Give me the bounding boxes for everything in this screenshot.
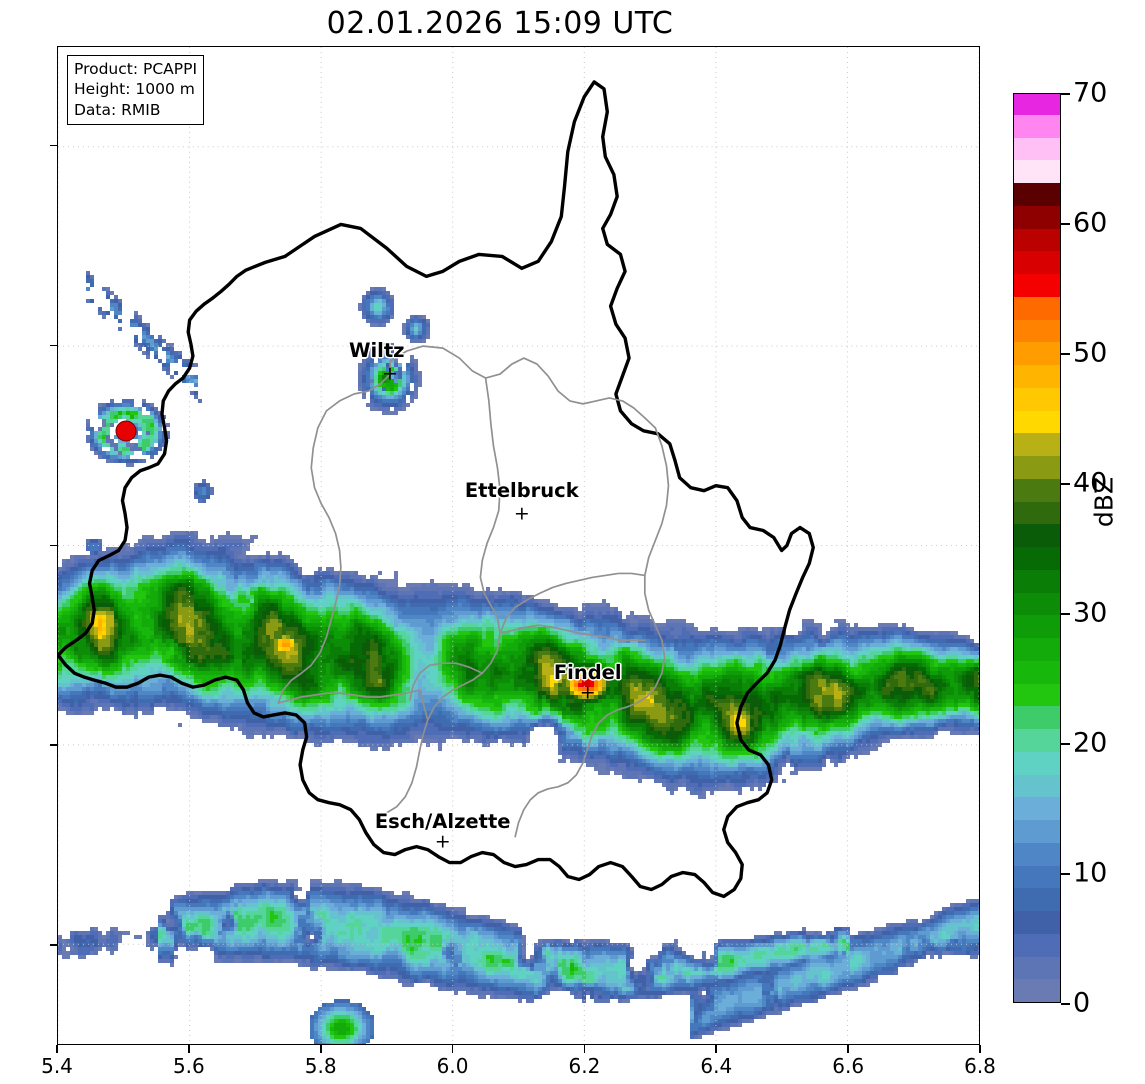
colorbar-tick-mark bbox=[1061, 483, 1070, 485]
colorbar-band bbox=[1014, 182, 1060, 206]
colorbar-band bbox=[1014, 341, 1060, 365]
x-tick-mark bbox=[847, 1045, 849, 1053]
colorbar-tick-mark bbox=[1061, 873, 1070, 875]
colorbar-band bbox=[1014, 773, 1060, 798]
city-marker-cross: + bbox=[579, 681, 596, 704]
radar-site-marker bbox=[115, 420, 137, 442]
colorbar-band bbox=[1014, 842, 1060, 866]
x-tick-mark bbox=[979, 1045, 981, 1053]
city-marker-cross: + bbox=[381, 362, 398, 385]
page-title: 02.01.2026 15:09 UTC bbox=[326, 6, 674, 41]
colorbar-band bbox=[1014, 591, 1060, 616]
colorbar-title: dBZ bbox=[1089, 476, 1119, 528]
colorbar-band bbox=[1014, 478, 1060, 502]
colorbar-tick-label: 30 bbox=[1073, 597, 1108, 629]
colorbar-band bbox=[1014, 660, 1060, 684]
x-tick-mark bbox=[451, 1045, 454, 1053]
colorbar-tick-label: 10 bbox=[1073, 857, 1108, 889]
colorbar-band bbox=[1014, 387, 1060, 411]
x-tick-label: 6.8 bbox=[964, 1054, 996, 1078]
y-tick-mark bbox=[50, 744, 58, 746]
colorbar-band bbox=[1014, 728, 1060, 752]
colorbar-band bbox=[1014, 227, 1060, 252]
colorbar bbox=[1013, 93, 1061, 1003]
city-marker-cross: + bbox=[434, 830, 451, 853]
colorbar-band bbox=[1014, 409, 1060, 434]
x-tick-label: 6.2 bbox=[568, 1054, 601, 1078]
colorbar-tick-label: 70 bbox=[1073, 77, 1108, 109]
colorbar-band bbox=[1014, 250, 1060, 274]
city-label-wiltz: Wiltz bbox=[348, 338, 405, 362]
info-data: Data: RMIB bbox=[74, 100, 161, 119]
colorbar-band bbox=[1014, 296, 1060, 320]
colorbar-band bbox=[1014, 796, 1060, 820]
colorbar-band bbox=[1014, 978, 1060, 1002]
y-tick-mark bbox=[50, 944, 58, 946]
colorbar-band bbox=[1014, 114, 1060, 138]
colorbar-tick-label: 20 bbox=[1073, 727, 1108, 759]
x-tick-label: 5.8 bbox=[304, 1054, 337, 1078]
colorbar-band bbox=[1014, 500, 1060, 525]
city-label-esch-alzette: Esch/Alzette bbox=[374, 810, 511, 834]
colorbar-band bbox=[1014, 523, 1060, 547]
colorbar-tick-label: 60 bbox=[1073, 207, 1108, 239]
colorbar-band bbox=[1014, 94, 1060, 115]
colorbar-band bbox=[1014, 864, 1060, 889]
city-label-findel: Findel bbox=[553, 661, 622, 685]
x-tick-mark bbox=[583, 1045, 586, 1053]
x-tick-label: 6.4 bbox=[700, 1054, 733, 1078]
colorbar-tick-mark bbox=[1061, 613, 1070, 615]
colorbar-band bbox=[1014, 432, 1060, 456]
colorbar-band bbox=[1014, 455, 1060, 479]
colorbar-band bbox=[1014, 273, 1060, 297]
info-product: Product: PCAPPI bbox=[74, 60, 198, 78]
colorbar-band bbox=[1014, 910, 1060, 934]
city-marker-cross: + bbox=[513, 502, 530, 525]
colorbar-band bbox=[1014, 637, 1060, 661]
colorbar-band bbox=[1014, 751, 1060, 775]
colorbar-band bbox=[1014, 546, 1060, 570]
colorbar-tick-mark bbox=[1061, 1003, 1070, 1005]
colorbar-band bbox=[1014, 569, 1060, 593]
colorbar-band bbox=[1014, 955, 1060, 980]
colorbar-band bbox=[1014, 364, 1060, 388]
colorbar-tick-mark bbox=[1061, 223, 1070, 225]
x-tick-label: 6.0 bbox=[436, 1054, 469, 1078]
y-tick-mark bbox=[50, 544, 58, 547]
colorbar-tick-mark bbox=[1061, 353, 1070, 355]
colorbar-band bbox=[1014, 205, 1060, 229]
x-tick-label: 5.6 bbox=[172, 1054, 205, 1078]
colorbar-band bbox=[1014, 705, 1060, 729]
colorbar-band bbox=[1014, 136, 1060, 161]
x-tick-mark bbox=[319, 1045, 322, 1053]
colorbar-tick-label: 50 bbox=[1073, 337, 1108, 369]
y-tick-mark bbox=[50, 144, 58, 147]
y-tick-mark bbox=[50, 344, 58, 347]
colorbar-band bbox=[1014, 819, 1060, 843]
colorbar-band bbox=[1014, 614, 1060, 638]
colorbar-band bbox=[1014, 682, 1060, 707]
colorbar-band bbox=[1014, 887, 1060, 911]
radar-reflectivity-layer bbox=[58, 47, 979, 1044]
colorbar-band bbox=[1014, 933, 1060, 957]
city-label-ettelbruck: Ettelbruck bbox=[464, 478, 579, 502]
x-tick-mark bbox=[188, 1045, 190, 1053]
product-info-box: Product: PCAPPI Height: 1000 m Data: RMI… bbox=[67, 55, 205, 126]
x-tick-mark bbox=[56, 1045, 58, 1053]
x-tick-mark bbox=[715, 1045, 718, 1053]
radar-map-plot[interactable]: Product: PCAPPI Height: 1000 m Data: RMI… bbox=[57, 46, 980, 1045]
info-height: Height: 1000 m bbox=[74, 80, 195, 99]
colorbar-tick-label: 40 bbox=[1073, 467, 1108, 499]
colorbar-tick-mark bbox=[1061, 93, 1070, 95]
colorbar-band bbox=[1014, 318, 1060, 343]
x-tick-label: 6.6 bbox=[832, 1054, 865, 1078]
colorbar-tick-mark bbox=[1061, 743, 1070, 745]
map-vector-layer bbox=[58, 47, 979, 1044]
x-tick-label: 5.4 bbox=[41, 1054, 73, 1078]
colorbar-tick-label: 0 bbox=[1073, 987, 1091, 1019]
colorbar-band bbox=[1014, 159, 1060, 183]
